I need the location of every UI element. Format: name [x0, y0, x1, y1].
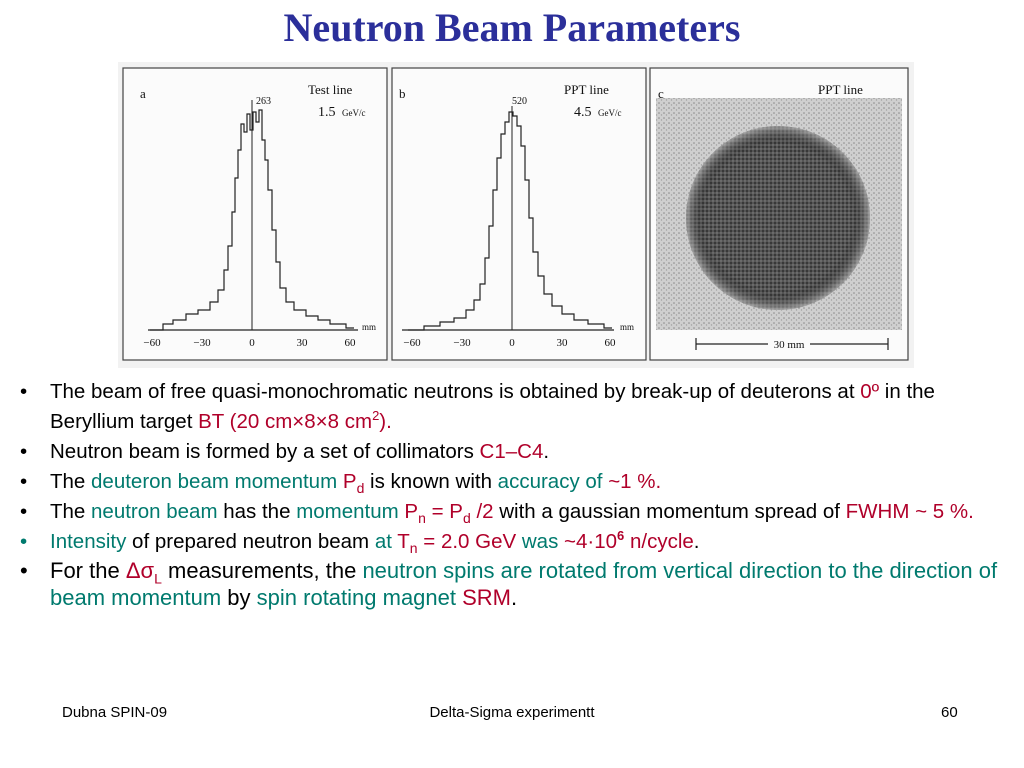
footer-left: Dubna SPIN-09	[62, 704, 168, 721]
slide-title: Neutron Beam Parameters	[283, 5, 741, 50]
panel-a-unit: GeV/c	[342, 108, 366, 118]
bullet-dot: •	[20, 500, 28, 523]
panel-a-tick: −60	[143, 337, 161, 349]
slide-number: 60	[941, 704, 958, 721]
bullet-item: • The beam of free quasi-monochromatic n…	[18, 377, 1018, 437]
bullet-item: • For the ΔσL measurements, the neutron …	[20, 558, 998, 610]
panel-a-line: Test line	[308, 82, 352, 97]
panel-c-letter: c	[658, 86, 664, 101]
bullet-item: • Neutron beam is formed by a set of col…	[18, 437, 1018, 467]
bullet-dot: •	[20, 440, 28, 463]
bullet-dot: •	[20, 470, 28, 493]
bullet-list: • The beam of free quasi-monochromatic n…	[18, 377, 1018, 611]
panel-b-tick: 0	[509, 337, 515, 349]
panel-b-axis-unit: mm	[620, 322, 634, 332]
scale-bar: 30 mm	[695, 336, 889, 351]
footer-center: Delta-Sigma experimentt	[429, 704, 595, 721]
panel-a-momentum: 1.5	[318, 105, 336, 120]
bullet-dot: •	[20, 380, 28, 403]
panel-b-tick: −60	[403, 337, 421, 349]
panel-a-axis-unit: mm	[362, 322, 376, 332]
panel-a-frame	[122, 67, 388, 361]
panel-b-histogram	[408, 111, 612, 331]
panel-b-momentum: 4.5	[574, 105, 592, 120]
panel-b-line: PPT line	[564, 82, 609, 97]
panel-b-tick: −30	[453, 337, 471, 349]
panel-b-tick: 60	[605, 337, 617, 349]
panel-b-tick: 30	[557, 337, 569, 349]
scale-bar-label: 30 mm	[774, 339, 805, 351]
panel-b-unit: GeV/c	[598, 108, 622, 118]
bullet-item: • The deuteron beam momentum Pd is known…	[18, 467, 1018, 497]
panel-a-tick: 30	[297, 337, 309, 349]
bullet-item: • Intensity of prepared neutron beam at …	[20, 528, 700, 557]
panel-a-tick: −30	[193, 337, 211, 349]
panel-a-histogram	[150, 109, 354, 331]
panel-a-tick-group: −60 −30 0 30 60 mm	[143, 322, 376, 349]
panel-a-peak: 263	[256, 96, 271, 107]
panel-b-frame	[391, 67, 647, 361]
panel-b-tick-group: −60 −30 0 30 60 mm	[403, 322, 634, 349]
panel-a-letter: a	[140, 86, 146, 101]
panel-b-peak: 520	[512, 96, 527, 107]
bullet-dot: •	[20, 558, 28, 583]
beam-profile-figure: a Test line 1.5 GeV/c 263 −60 −30 0 30 6…	[118, 62, 914, 368]
bullet-item: • The neutron beam has the momentum Pn =…	[18, 497, 1018, 527]
panel-a-tick: 60	[345, 337, 357, 349]
panel-a-tick: 0	[249, 337, 255, 349]
panel-b-letter: b	[399, 86, 406, 101]
panel-c-line: PPT line	[818, 82, 863, 97]
bullet-dot: •	[20, 530, 28, 553]
